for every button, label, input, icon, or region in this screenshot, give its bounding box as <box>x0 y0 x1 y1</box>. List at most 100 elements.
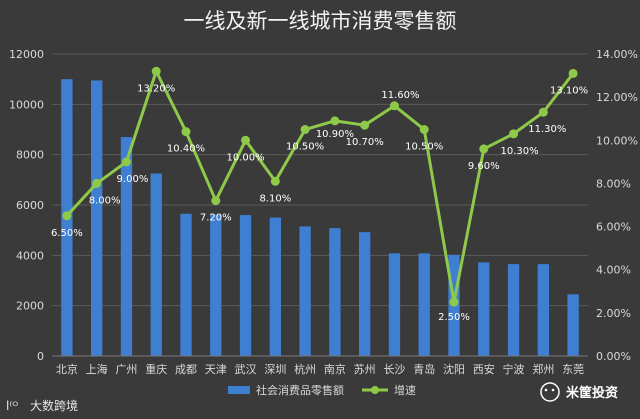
x-tick-label: 北京 <box>56 362 78 376</box>
line-series <box>62 66 578 307</box>
data-labels: 6.50% 8.00% 9.00% 13.20% 10.40% 7.20% 10.00% 8.… <box>51 83 588 323</box>
line-point <box>181 127 191 137</box>
line-point <box>92 178 102 188</box>
x-tick-label: 武汉 <box>235 363 257 376</box>
legend-bar-swatch <box>228 386 250 394</box>
line-point <box>538 107 548 117</box>
y-left-tick-label: 2000 <box>16 300 44 313</box>
x-tick-label: 西安 <box>473 362 495 376</box>
line-data-label: 7.20% <box>200 213 232 224</box>
line-point <box>479 144 489 154</box>
line-data-label: 10.70% <box>346 137 384 148</box>
line-point <box>121 157 131 167</box>
x-tick-label: 深圳 <box>264 363 286 376</box>
bar <box>91 80 103 357</box>
x-tick-label: 沈阳 <box>443 362 465 376</box>
bar <box>299 226 311 356</box>
x-tick-label: 天津 <box>205 363 227 376</box>
x-tick-label: 郑州 <box>532 362 554 376</box>
axes: 0 2000 4000 6000 8000 10000 12000 0.00% 2.00% 4.0… <box>9 48 638 376</box>
watermark-right-text: 米筐投资 <box>566 385 618 401</box>
line-point <box>241 135 251 145</box>
y-left-tick-label: 8000 <box>16 149 44 162</box>
bar <box>269 217 281 356</box>
bar <box>239 215 252 356</box>
legend-bar-label: 社会消费品零售额 <box>256 383 344 397</box>
wechat-icon <box>540 382 560 402</box>
line-data-label: 10.00% <box>226 152 264 163</box>
y-right-tick-label: 0.00% <box>596 350 631 363</box>
legend-line-marker <box>371 386 379 394</box>
y-left-tick-label: 4000 <box>16 249 44 262</box>
y-right-tick-label: 14.00% <box>596 48 638 61</box>
bar <box>150 173 162 356</box>
y-left-tick-label: 10000 <box>9 98 44 111</box>
grid-lines <box>52 53 588 357</box>
line-data-label: 10.30% <box>500 146 538 157</box>
line-point <box>568 68 578 78</box>
legend: 社会消费品零售额 增速 <box>228 383 416 397</box>
bar <box>537 264 549 356</box>
line-point <box>300 125 310 134</box>
x-tick-label: 上海 <box>86 362 108 376</box>
line-data-label: 8.10% <box>259 193 291 204</box>
bar <box>120 137 133 356</box>
wechat-icon-eye-left <box>544 388 548 392</box>
bar <box>388 253 401 356</box>
line-point <box>330 116 340 126</box>
legend-line-label: 增速 <box>394 383 416 397</box>
x-tick-label: 重庆 <box>145 362 167 376</box>
y-right-tick-label: 12.00% <box>596 91 638 104</box>
watermark-left: l⁽ᴼ 大数跨境 <box>6 398 78 413</box>
line-point <box>211 196 221 206</box>
x-tick-label: 东莞 <box>562 363 584 376</box>
line-data-label: 6.50% <box>51 228 83 239</box>
y-right-tick-label: 8.00% <box>596 177 631 190</box>
y-right-tick-label: 4.00% <box>596 264 631 277</box>
line-point <box>449 297 459 307</box>
bar <box>329 228 341 356</box>
line-data-label: 9.00% <box>117 174 149 185</box>
line-data-label: 10.50% <box>286 142 324 153</box>
line-point <box>389 101 399 111</box>
line-data-label: 10.90% <box>316 129 354 140</box>
y-left-tick-label: 12000 <box>9 48 44 61</box>
bar <box>478 262 490 356</box>
growth-line <box>65 69 575 304</box>
y-right-tick-label: 10.00% <box>596 134 638 147</box>
line-data-label: 11.30% <box>528 124 566 135</box>
y-left-tick-label: 6000 <box>16 199 44 212</box>
line-point <box>62 211 72 221</box>
line-data-label: 13.20% <box>137 83 175 94</box>
bar <box>507 264 520 356</box>
line-point <box>419 125 429 134</box>
line-data-label: 10.40% <box>167 144 205 155</box>
x-tick-label: 长沙 <box>383 363 405 376</box>
watermark-logo-icon: l⁽ᴼ <box>6 399 18 413</box>
line-point <box>360 120 370 130</box>
line-data-label: 8.00% <box>89 195 121 206</box>
bar-series <box>61 79 579 357</box>
line-data-label: 13.10% <box>550 85 588 96</box>
wechat-icon-eye-right <box>551 388 555 392</box>
watermark-left-text: 大数跨境 <box>30 398 78 413</box>
line-point <box>509 129 519 139</box>
y-right-tick-label: 2.00% <box>596 307 631 320</box>
line-data-label: 9.60% <box>468 161 500 172</box>
x-tick-label: 成都 <box>175 363 197 376</box>
line-data-label: 10.50% <box>405 142 443 153</box>
bar <box>180 213 192 356</box>
bar <box>567 294 579 356</box>
x-tick-label: 南京 <box>324 362 346 376</box>
x-tick-label: 青岛 <box>413 362 435 376</box>
bar <box>210 214 222 356</box>
bar <box>359 232 371 356</box>
line-data-label: 2.50% <box>438 312 470 323</box>
y-left-tick-label: 0 <box>37 350 44 363</box>
line-point <box>270 176 280 186</box>
bar <box>418 253 430 356</box>
line-data-label: 11.60% <box>381 90 419 101</box>
chart-title: 一线及新一线城市消费零售额 <box>184 9 457 33</box>
